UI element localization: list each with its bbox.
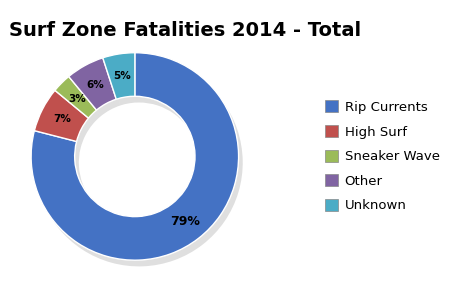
Text: 3%: 3% (68, 94, 86, 103)
Wedge shape (59, 83, 100, 124)
Wedge shape (69, 58, 116, 110)
Text: 6%: 6% (86, 80, 104, 90)
Text: 79%: 79% (170, 215, 200, 228)
Wedge shape (103, 53, 135, 99)
Wedge shape (55, 77, 97, 118)
Wedge shape (35, 59, 243, 266)
Wedge shape (34, 90, 88, 142)
Wedge shape (31, 53, 239, 260)
Text: 5%: 5% (113, 71, 131, 80)
Wedge shape (39, 97, 93, 148)
Text: 7%: 7% (53, 114, 71, 124)
Wedge shape (73, 64, 120, 116)
Text: Surf Zone Fatalities 2014 - Total: Surf Zone Fatalities 2014 - Total (9, 21, 361, 40)
Legend: Rip Currents, High Surf, Sneaker Wave, Other, Unknown: Rip Currents, High Surf, Sneaker Wave, O… (325, 100, 439, 212)
Wedge shape (107, 59, 139, 105)
